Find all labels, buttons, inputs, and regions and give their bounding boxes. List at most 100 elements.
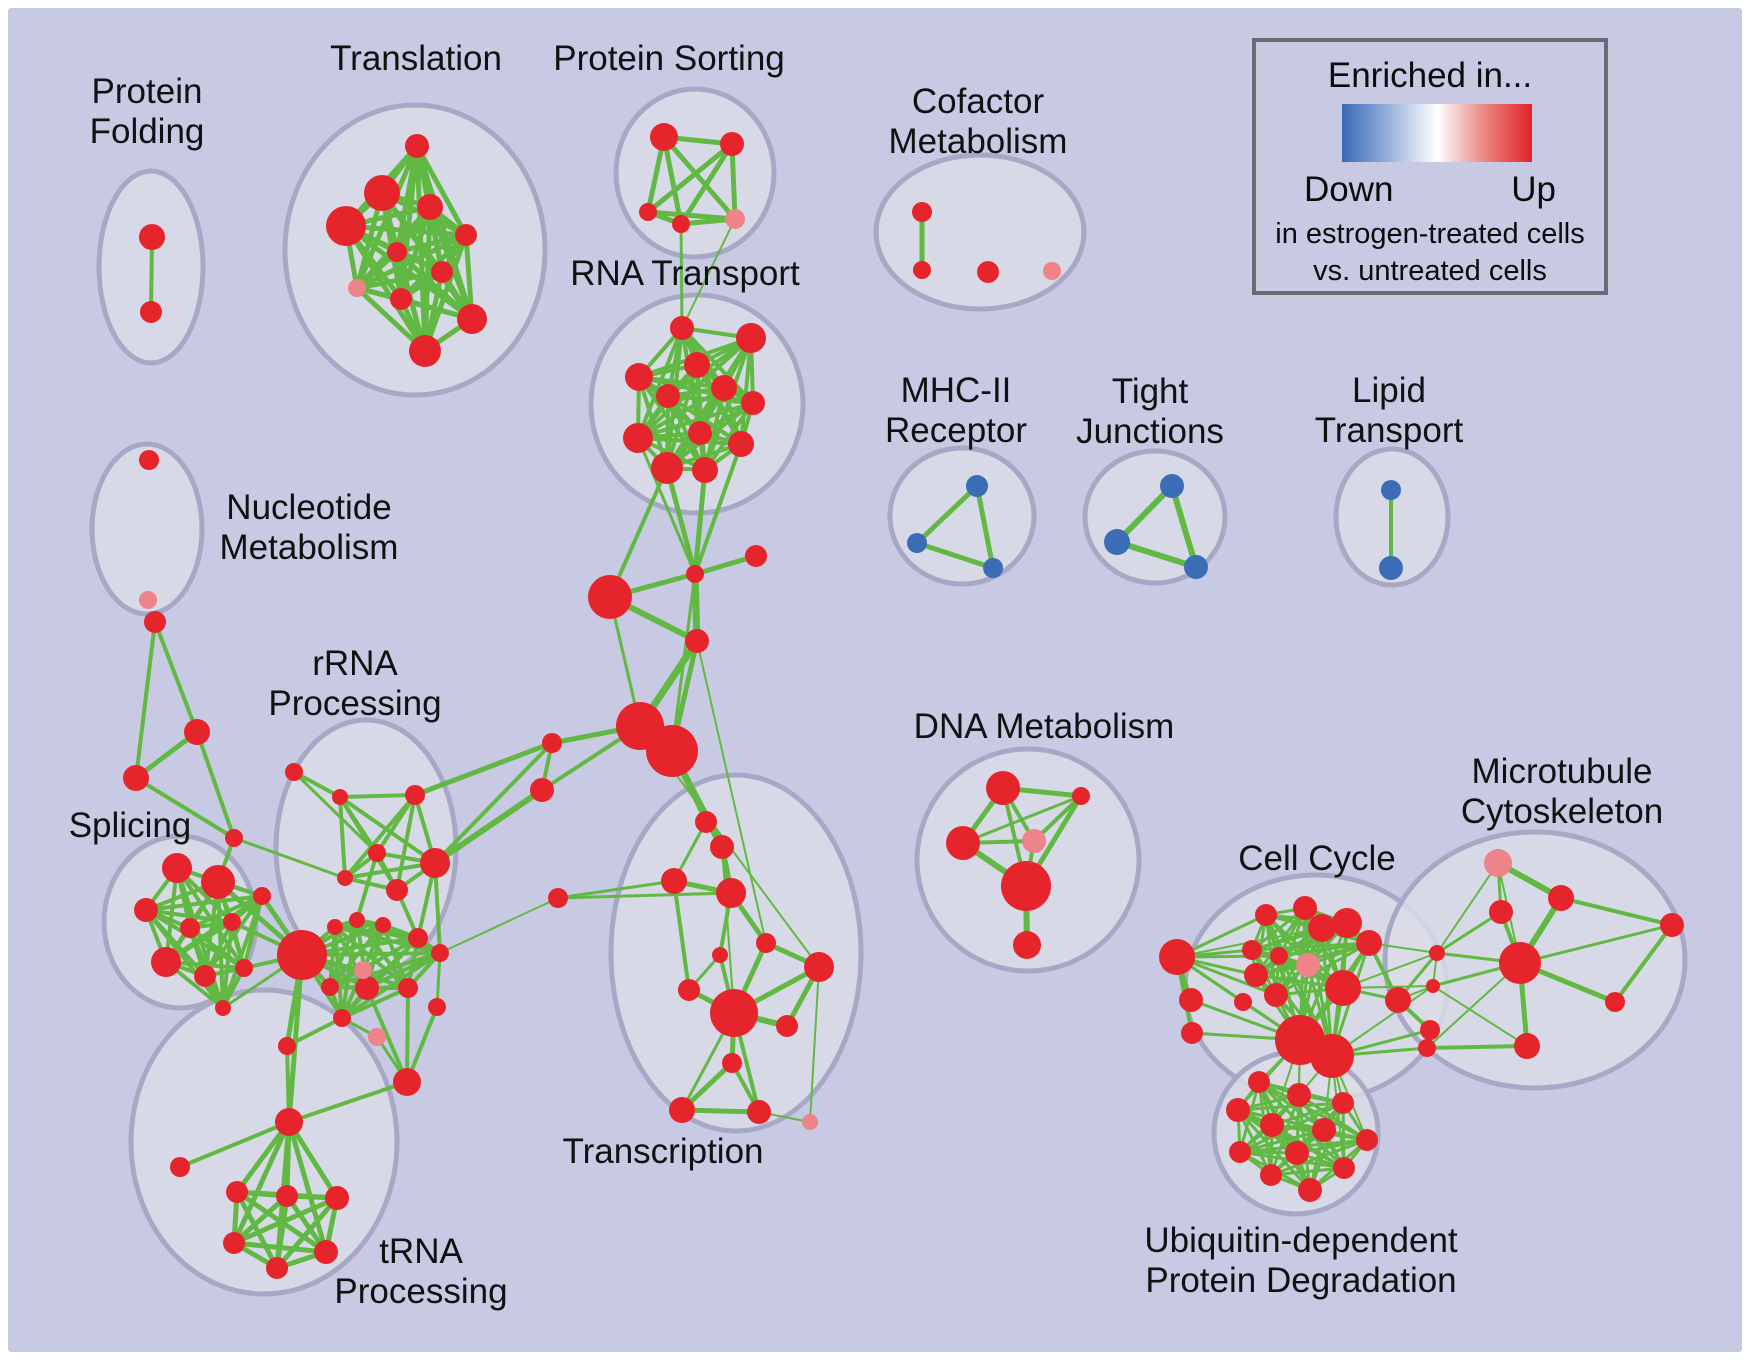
node-s7 (194, 965, 216, 987)
edge-r13-trh (286, 952, 305, 1125)
node-cc8 (1296, 953, 1320, 977)
node-r9 (375, 917, 391, 933)
node-ch4 (685, 629, 709, 653)
node-s3 (134, 898, 158, 922)
edge-cn2-mt5 (1432, 985, 1528, 1047)
node-t11 (409, 335, 441, 367)
label-translation: Translation (330, 39, 502, 78)
node-ch2 (588, 575, 632, 619)
node-tj1 (1160, 474, 1184, 498)
label-ubiquitin-degradation: Ubiquitin-dependent (1144, 1221, 1458, 1260)
edge-r12-r17 (340, 951, 442, 1020)
node-cc12 (1179, 988, 1203, 1012)
label-trna-processing: tRNA (379, 1232, 463, 1271)
edge-t4-t5 (343, 223, 469, 238)
cluster-cofactor-metabolism-ellipse (873, 152, 1087, 312)
node-r17 (333, 1009, 351, 1027)
edge-x7-x14 (809, 966, 820, 1123)
edge-ps5-rt1 (681, 218, 736, 329)
legend-up-label: Up (1511, 170, 1556, 209)
legend-subtitle: in estrogen-treated cells vs. untreated … (1256, 216, 1604, 290)
edge-cc5-cc6 (1250, 941, 1371, 952)
node-s10 (215, 1000, 231, 1016)
edge-trh-h3 (286, 1119, 340, 1201)
edge-r10-r18 (333, 925, 410, 990)
edge-trh-h5 (286, 1119, 329, 1255)
label-tight-junctions-line2: Junctions (1076, 412, 1224, 451)
node-cc4 (1332, 908, 1362, 938)
node-cc14 (1264, 983, 1288, 1007)
edge-r2-r3 (338, 793, 417, 799)
edge-r4-r8 (355, 851, 379, 922)
node-cm3 (977, 261, 999, 283)
edge-rt2-rt10 (739, 336, 753, 446)
node-rt5 (711, 375, 737, 401)
node-r20 (393, 1068, 421, 1096)
node-lk1 (542, 733, 562, 753)
node-mt3 (1499, 942, 1541, 984)
node-x11 (722, 1053, 742, 1073)
node-ps4 (672, 215, 690, 233)
node-rt6 (656, 384, 680, 408)
node-lt1 (1381, 480, 1401, 500)
node-cn3 (1418, 1039, 1436, 1057)
node-tj2 (1104, 529, 1130, 555)
node-cc9 (1325, 970, 1361, 1006)
node-lk2 (530, 778, 554, 802)
legend-box: Enriched in... Down Up in estrogen-treat… (1252, 38, 1608, 295)
node-u1 (1248, 1071, 1270, 1093)
node-x9 (710, 989, 758, 1037)
node-rt4 (625, 363, 653, 391)
node-u12 (1298, 1178, 1322, 1202)
node-rt10 (728, 431, 754, 457)
edge-spB-spC (134, 776, 236, 840)
node-r6 (386, 879, 408, 901)
node-r2 (332, 789, 348, 805)
label-rrna-processing-line2: Processing (268, 684, 441, 723)
label-mhc-ii-receptor-line2: Receptor (885, 411, 1027, 450)
node-x6 (756, 933, 776, 953)
label-transcription: Transcription (563, 1132, 764, 1171)
node-r4 (368, 844, 386, 862)
node-u4 (1226, 1098, 1250, 1122)
edge-rt10-ch1 (693, 442, 743, 576)
edge-rt7-rt8 (636, 401, 755, 440)
edge-tj1-tj2 (1114, 483, 1175, 545)
node-s8 (235, 959, 253, 977)
edge-s3-s9 (144, 894, 264, 912)
node-r22 (354, 961, 372, 979)
node-h5 (314, 1240, 338, 1264)
node-spA (184, 719, 210, 745)
edge-d2-d3 (961, 794, 1083, 845)
node-tj3 (1184, 555, 1208, 579)
edge-spT-spB (134, 620, 157, 780)
node-cc2 (1293, 896, 1317, 920)
node-mtp (1484, 849, 1512, 877)
edge-r15-r20 (365, 986, 409, 1084)
edge-rt11-ch1 (664, 465, 698, 577)
node-t5 (455, 224, 477, 246)
node-s5 (223, 913, 241, 931)
edge-h3-h4 (231, 1195, 340, 1246)
edge-t7-t8 (354, 269, 445, 291)
node-r10 (327, 919, 343, 935)
edge-ps1-ps4 (661, 134, 684, 227)
node-x4 (716, 878, 746, 908)
node-u2 (1287, 1083, 1311, 1107)
node-r7 (420, 848, 450, 878)
label-lipid-transport: Lipid (1352, 371, 1426, 410)
edge-rt8-rt10 (636, 436, 743, 446)
label-cofactor-metabolism-line2: Metabolism (889, 122, 1068, 161)
node-lt2 (1379, 556, 1403, 580)
node-mt1 (1548, 885, 1574, 911)
label-rna-transport: RNA Transport (570, 254, 800, 293)
edge-u10-u11 (1269, 1166, 1346, 1177)
label-cell-cycle: Cell Cycle (1238, 839, 1396, 878)
node-trh (275, 1108, 303, 1136)
label-protein-folding: Protein (92, 72, 203, 111)
edge-t4-t11 (343, 223, 428, 354)
node-x10 (776, 1015, 798, 1037)
node-cc17 (1181, 1022, 1203, 1044)
edge-x3-x8 (672, 879, 691, 992)
edge-cc5-cc14 (1274, 941, 1371, 997)
